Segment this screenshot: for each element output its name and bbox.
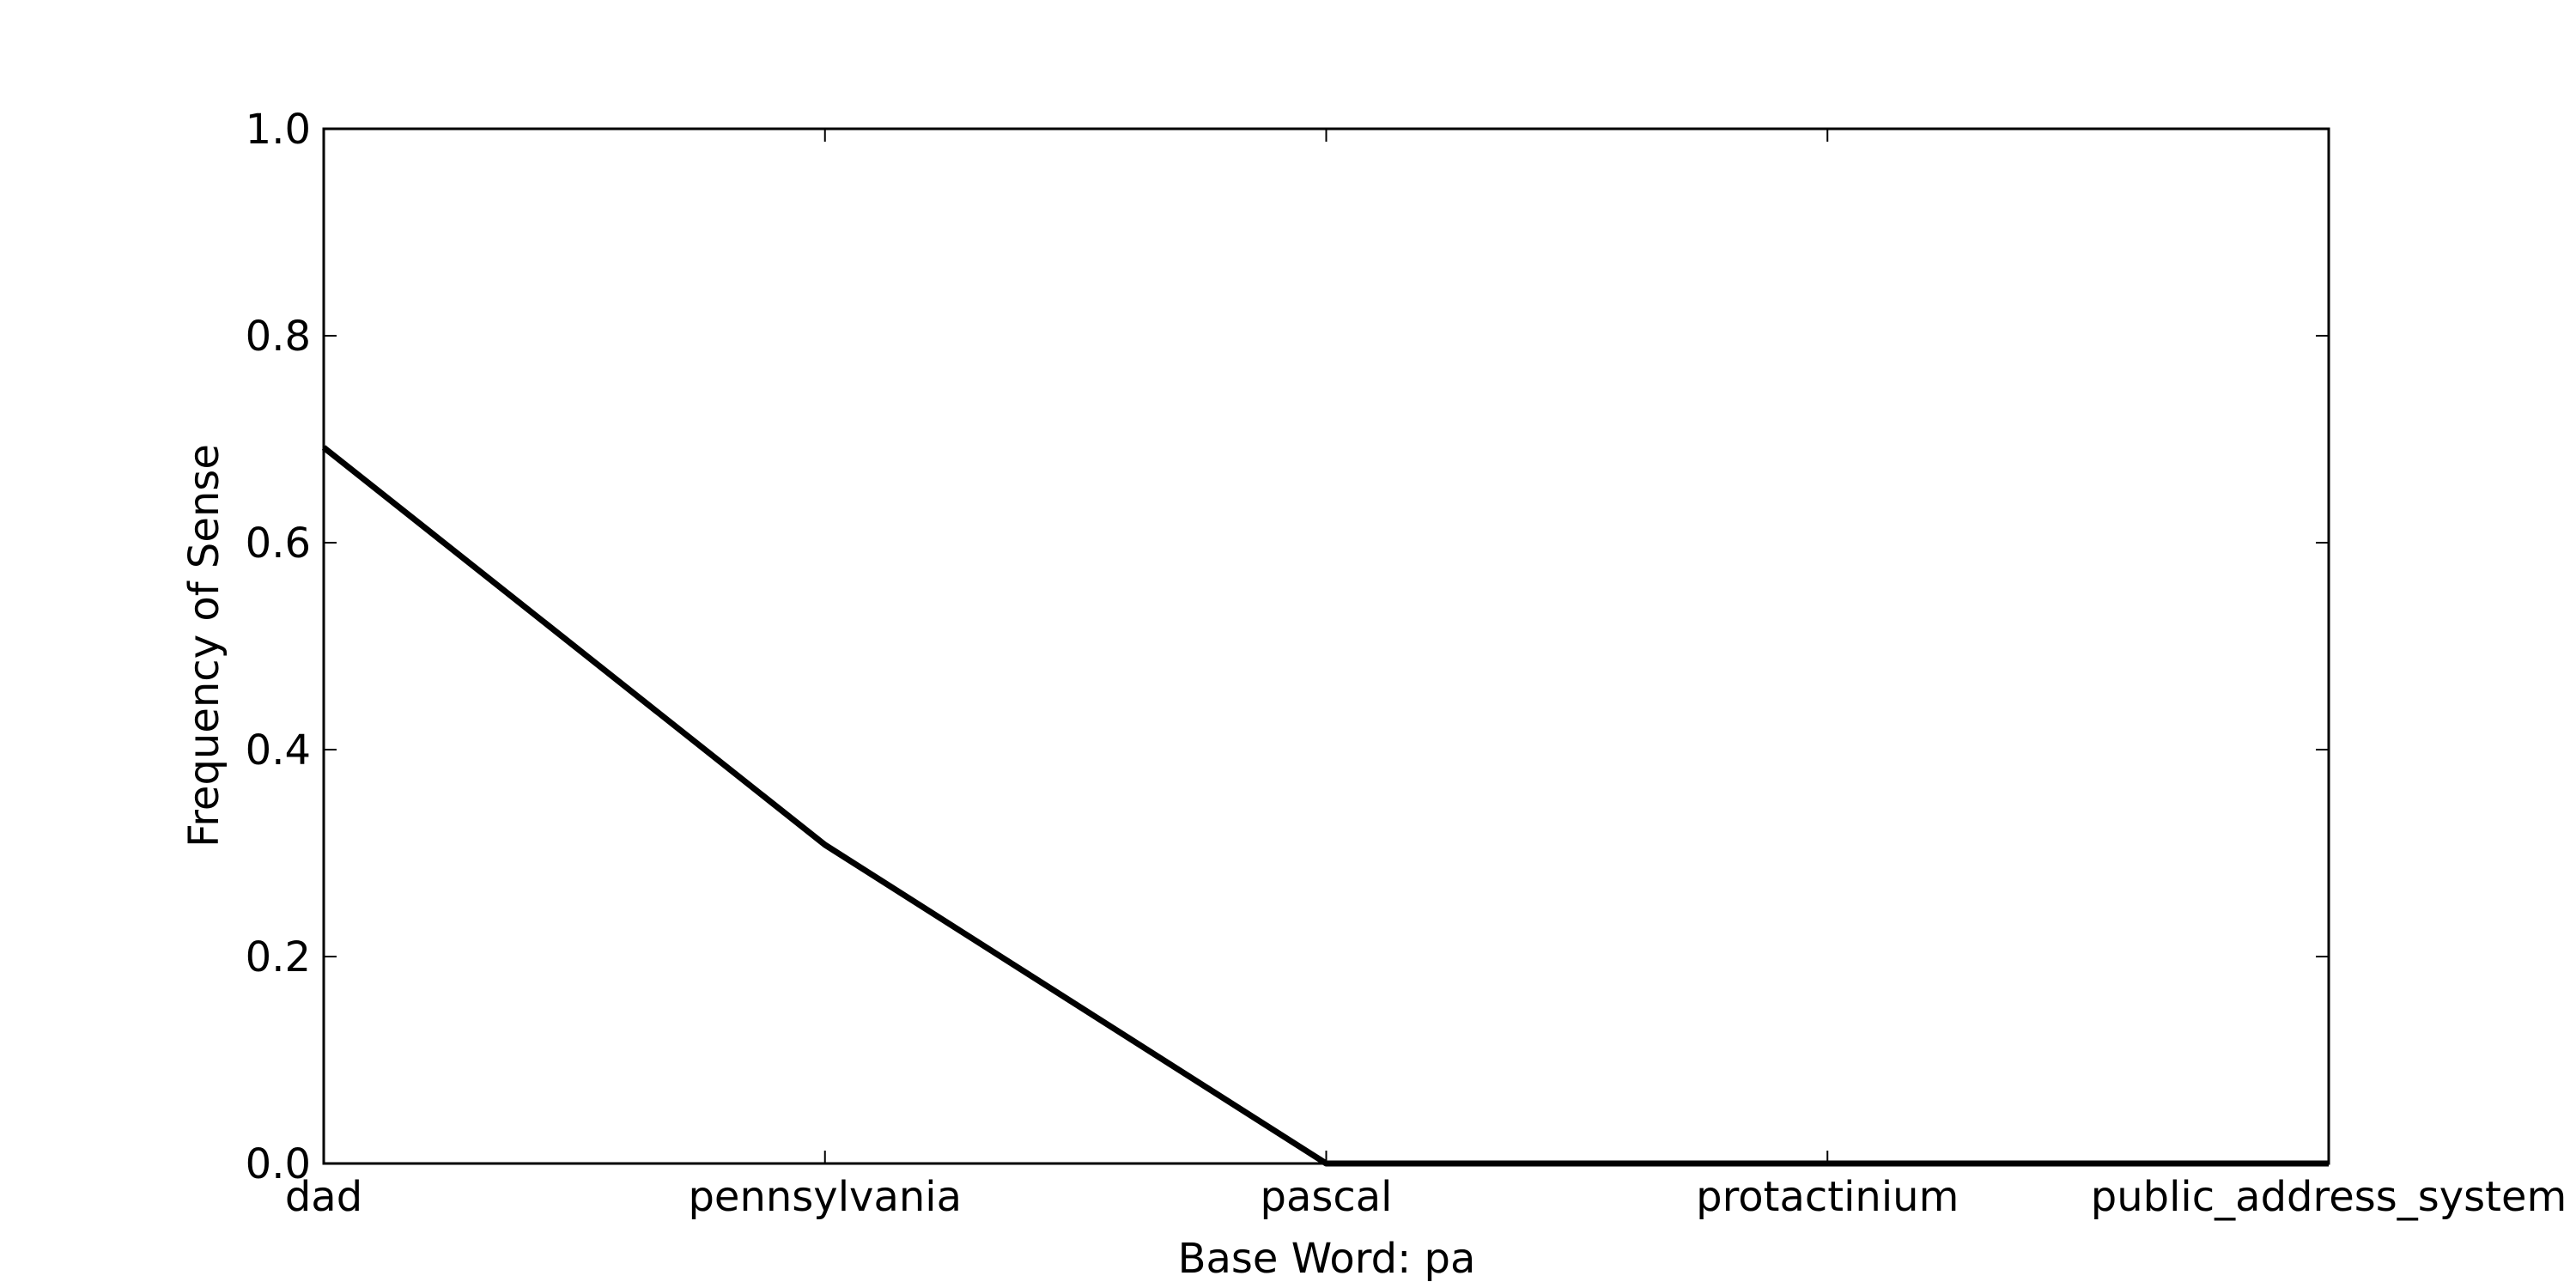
y-tick-label: 0.2	[246, 933, 311, 981]
y-axis-ticks: 0.0 0.2 0.4 0.6 0.8 1.0	[246, 106, 2329, 1188]
x-tick-label: protactinium	[1696, 1173, 1959, 1221]
x-tick-label: pascal	[1260, 1173, 1392, 1221]
y-tick-label: 0.0	[246, 1140, 311, 1188]
y-tick-label: 0.8	[246, 313, 311, 361]
y-tick-label: 0.6	[246, 519, 311, 568]
plot-area	[324, 129, 2329, 1163]
x-axis-ticks: dad pennsylvania pascal protactinium public_…	[285, 129, 2567, 1221]
x-axis-label: Base Word: pa	[1178, 1235, 1476, 1283]
y-tick-label: 1.0	[246, 106, 311, 154]
y-axis-label: Frequency of Sense	[180, 444, 228, 848]
plot-frame	[322, 127, 2330, 1165]
x-tick-label: pennsylvania	[688, 1173, 962, 1221]
y-tick-label: 0.4	[246, 726, 311, 775]
x-tick-label: public_address_system	[2091, 1173, 2567, 1221]
x-tick-label: dad	[285, 1173, 362, 1221]
